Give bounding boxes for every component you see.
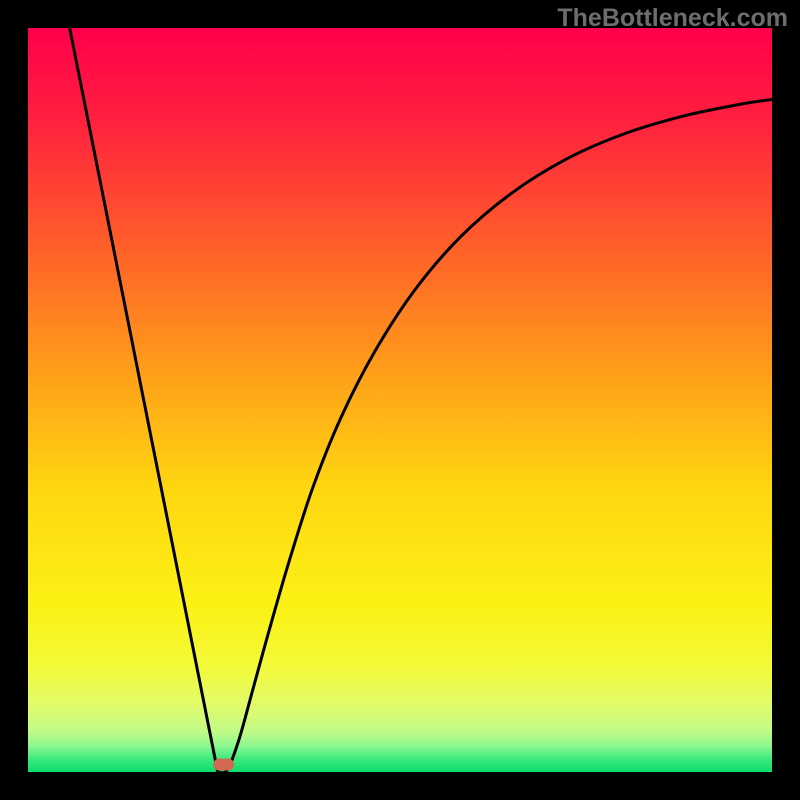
plot-background-gradient <box>28 28 772 772</box>
minimum-marker <box>213 759 234 771</box>
chart-frame: TheBottleneck.com <box>0 0 800 800</box>
watermark-text: TheBottleneck.com <box>557 4 788 33</box>
chart-svg <box>0 0 800 800</box>
